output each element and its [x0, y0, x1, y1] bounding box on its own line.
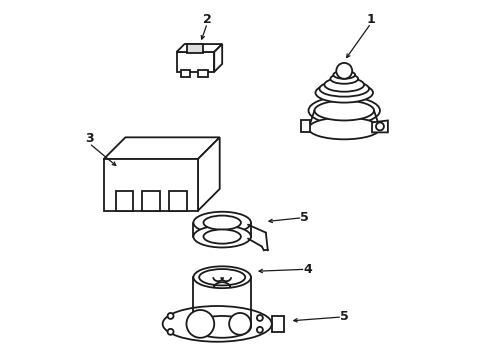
- Ellipse shape: [309, 96, 380, 125]
- Polygon shape: [103, 137, 220, 159]
- Bar: [198, 70, 208, 77]
- Text: 1: 1: [367, 13, 375, 26]
- Circle shape: [257, 327, 263, 333]
- Ellipse shape: [163, 306, 272, 342]
- Bar: [169, 191, 187, 211]
- Bar: [142, 191, 160, 211]
- Polygon shape: [198, 137, 220, 211]
- Circle shape: [168, 313, 173, 319]
- Ellipse shape: [194, 316, 251, 338]
- Ellipse shape: [194, 266, 251, 288]
- Polygon shape: [300, 121, 311, 132]
- Ellipse shape: [194, 212, 251, 234]
- Ellipse shape: [324, 78, 364, 92]
- Polygon shape: [176, 52, 214, 72]
- Ellipse shape: [199, 269, 245, 285]
- Polygon shape: [372, 121, 388, 132]
- Text: 3: 3: [85, 132, 94, 145]
- Ellipse shape: [309, 117, 380, 139]
- Ellipse shape: [194, 226, 251, 247]
- Circle shape: [168, 329, 173, 335]
- Ellipse shape: [203, 229, 241, 244]
- Polygon shape: [176, 44, 222, 52]
- Ellipse shape: [333, 71, 355, 79]
- Text: 5: 5: [340, 310, 348, 323]
- Bar: [180, 70, 191, 77]
- Ellipse shape: [316, 83, 373, 103]
- Circle shape: [187, 310, 214, 338]
- Text: 2: 2: [203, 13, 212, 26]
- Text: 4: 4: [303, 263, 312, 276]
- Circle shape: [336, 63, 352, 79]
- Circle shape: [376, 122, 384, 130]
- Ellipse shape: [203, 216, 241, 230]
- Polygon shape: [214, 44, 222, 72]
- Ellipse shape: [319, 81, 369, 96]
- Bar: [188, 44, 203, 53]
- Ellipse shape: [315, 100, 374, 121]
- Circle shape: [257, 315, 263, 321]
- Circle shape: [229, 313, 251, 335]
- Bar: [116, 191, 133, 211]
- Polygon shape: [103, 159, 198, 211]
- Text: 5: 5: [300, 211, 309, 224]
- Ellipse shape: [330, 74, 358, 84]
